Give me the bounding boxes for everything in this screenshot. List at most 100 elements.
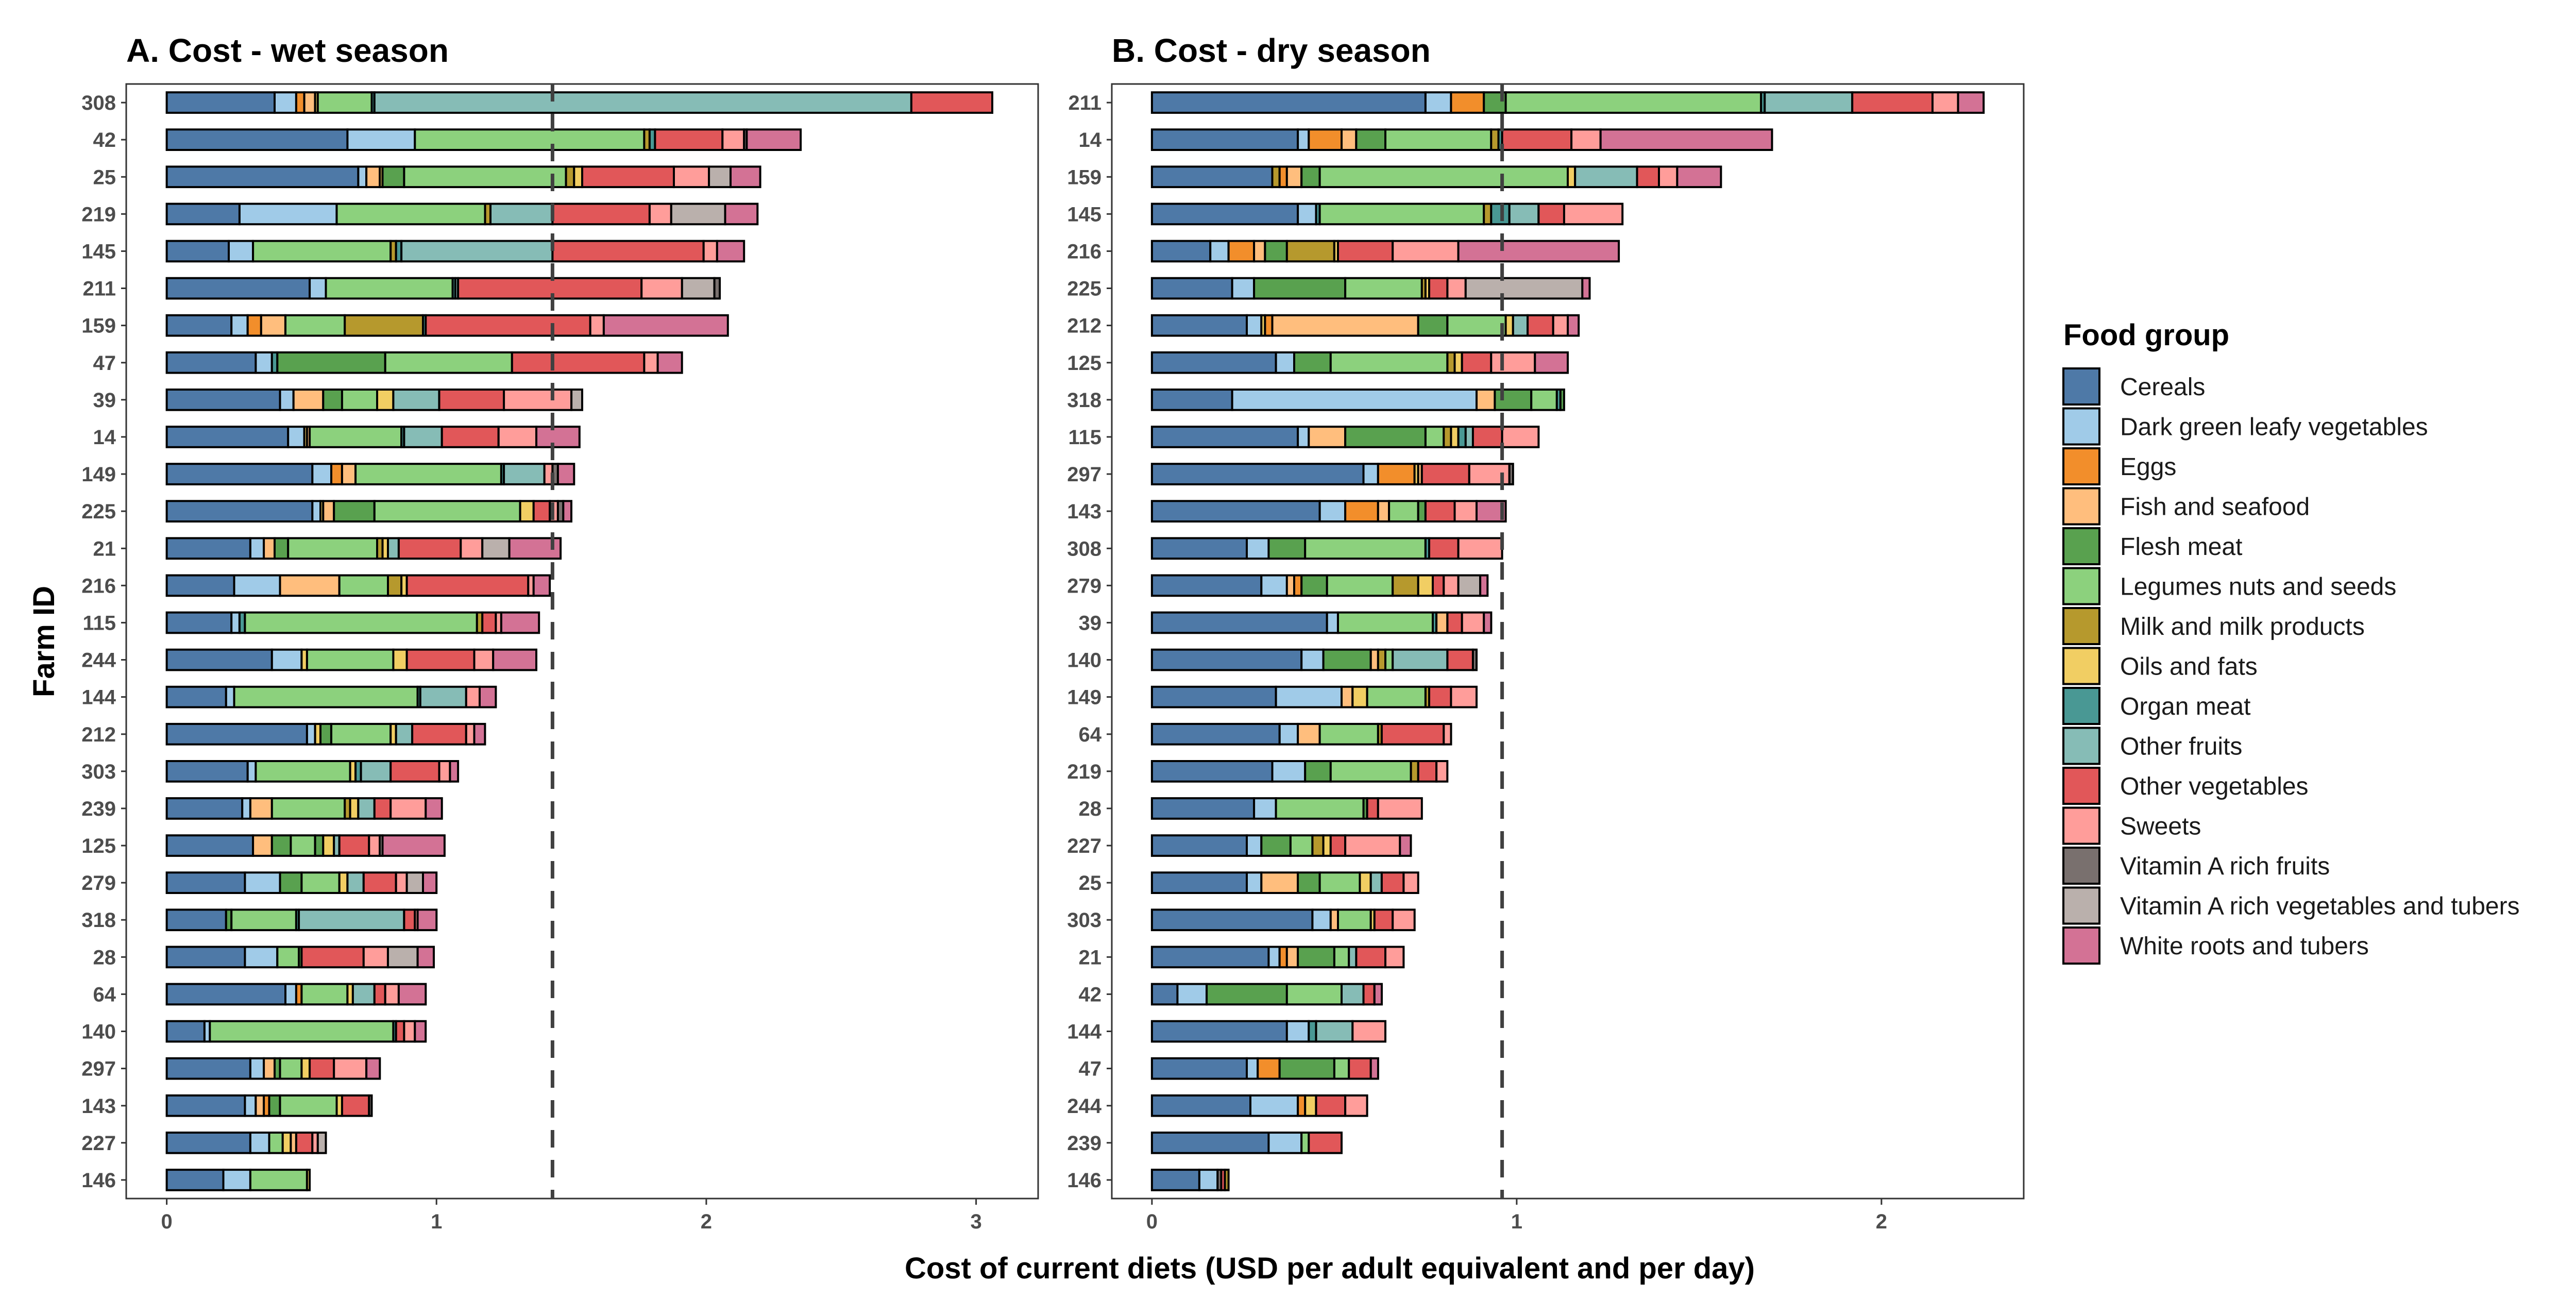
bar-segment-dark-green-leafy-vegetables xyxy=(244,871,281,895)
bar-farm-125 xyxy=(165,834,446,857)
bar-segment-cereals xyxy=(1150,463,1365,485)
bar-segment-dark-green-leafy-vegetables xyxy=(1198,1169,1219,1191)
y-tick-label: 159 xyxy=(1067,166,1101,189)
bar-segment-cereals xyxy=(165,240,230,263)
bar-segment-cereals xyxy=(165,91,276,114)
bar-segment-other-vegetables xyxy=(1380,871,1405,895)
bar-segment-oils-and-fats xyxy=(349,797,360,820)
bar-segment-dark-green-leafy-vegetables xyxy=(1275,685,1343,709)
bar-segment-other-vegetables xyxy=(1380,722,1445,746)
bar-segment-sweets xyxy=(1658,165,1679,189)
bar-segment-dark-green-leafy-vegetables xyxy=(1285,1020,1310,1043)
bar-segment-flesh-meat xyxy=(1297,946,1335,969)
bar-segment-sweets xyxy=(465,722,476,746)
bar-segment-legumes-nuts-and-seeds xyxy=(230,908,297,932)
y-tick-label: 145 xyxy=(81,240,116,263)
bar-segment-cereals xyxy=(165,760,249,783)
bar-segment-other-vegetables xyxy=(457,277,643,300)
y-tick-label: 149 xyxy=(1067,686,1101,709)
bar-segment-milk-and-milk-products xyxy=(1311,834,1325,857)
bar-segment-sweets xyxy=(1392,908,1416,932)
bar-segment-vitamin-a-rich-vegetables-and-tubers xyxy=(316,1132,327,1154)
bar-segment-other-fruits xyxy=(1464,426,1475,448)
bar-segment-milk-and-milk-products xyxy=(1443,426,1452,448)
bar-segment-other-vegetables xyxy=(1446,648,1474,671)
bar-segment-other-vegetables xyxy=(403,908,416,932)
bar-segment-flesh-meat xyxy=(1293,351,1332,374)
bar-segment-sweets xyxy=(473,648,495,671)
bar-segment-sweets xyxy=(1563,203,1624,226)
y-axis-title: Farm ID xyxy=(27,586,61,697)
bar-segment-dark-green-leafy-vegetables xyxy=(1231,277,1256,300)
bar-segment-dark-green-leafy-vegetables xyxy=(238,203,338,226)
bar-segment-legumes-nuts-and-seeds xyxy=(354,463,502,485)
bar-segment-other-vegetables xyxy=(438,389,505,411)
bar-segment-other-vegetables xyxy=(1366,797,1379,820)
y-tick-label: 297 xyxy=(81,1058,116,1081)
y-tick-label: 227 xyxy=(1067,835,1101,857)
bar-segment-sweets xyxy=(1384,946,1405,969)
bar-segment-dark-green-leafy-vegetables xyxy=(311,463,332,485)
bar-farm-149 xyxy=(1150,685,1478,709)
bar-segment-oils-and-fats xyxy=(519,500,535,522)
bar-segment-white-roots-and-tubers xyxy=(724,203,759,226)
y-tick-label: 303 xyxy=(81,761,116,783)
bar-farm-318 xyxy=(165,908,438,932)
legend-label: Dark green leafy vegetables xyxy=(2120,414,2428,441)
bar-segment-white-roots-and-tubers xyxy=(422,871,438,895)
bar-farm-212 xyxy=(1150,314,1580,337)
bar-farm-244 xyxy=(165,648,538,671)
bar-segment-cereals xyxy=(165,908,227,932)
bar-farm-125 xyxy=(1150,351,1569,374)
bar-segment-milk-and-milk-products xyxy=(1285,240,1335,263)
bar-segment-other-vegetables xyxy=(405,574,530,597)
legend-swatch xyxy=(2062,926,2100,965)
y-tick-label: 21 xyxy=(1079,946,1102,969)
bar-segment-other-vegetables xyxy=(1537,203,1565,226)
bar-segment-cereals xyxy=(165,722,308,746)
legend-label: Vitamin A rich fruits xyxy=(2120,853,2330,880)
bar-farm-318 xyxy=(1150,389,1565,411)
bar-segment-white-roots-and-tubers xyxy=(425,797,443,820)
bar-segment-legumes-nuts-and-seeds xyxy=(325,277,454,300)
bar-segment-sweets xyxy=(1443,722,1452,746)
bar-segment-sweets xyxy=(1435,760,1449,783)
y-tick-label: 227 xyxy=(81,1132,116,1155)
bar-segment-fish-and-seafood xyxy=(322,500,335,522)
bar-segment-other-fruits xyxy=(1512,314,1529,337)
bar-segment-dark-green-leafy-vegetables xyxy=(1246,314,1263,337)
legend-label: Other vegetables xyxy=(2120,773,2309,800)
bar-segment-cereals xyxy=(165,1169,225,1191)
bar-segment-dark-green-leafy-vegetables xyxy=(279,389,295,411)
legend-item-sweets: Sweets xyxy=(2062,806,2201,845)
bar-segment-other-fruits xyxy=(419,685,467,709)
bar-segment-fish-and-seafood xyxy=(303,91,316,114)
legend-item-other-vegetables: Other vegetables xyxy=(2062,767,2309,805)
bar-farm-21 xyxy=(165,537,562,560)
bar-segment-oils-and-fats xyxy=(392,648,408,671)
bar-segment-legumes-nuts-and-seeds xyxy=(1424,426,1445,448)
y-tick-label: 25 xyxy=(1079,872,1102,895)
panel-a-title: A. Cost - wet season xyxy=(126,32,449,69)
legend-label: Vitamin A rich vegetables and tubers xyxy=(2120,893,2520,920)
y-tick-label: 115 xyxy=(82,612,116,634)
bar-farm-115 xyxy=(165,611,540,634)
bar-farm-225 xyxy=(165,500,573,522)
bar-farm-28 xyxy=(165,946,435,969)
bar-segment-legumes-nuts-and-seeds xyxy=(309,426,403,448)
bar-segment-legumes-nuts-and-seeds xyxy=(1530,389,1558,411)
bar-segment-milk-and-milk-products xyxy=(387,574,403,597)
bar-segment-other-vegetables xyxy=(1501,128,1573,151)
bar-segment-legumes-nuts-and-seeds xyxy=(1384,648,1394,671)
bar-segment-legumes-nuts-and-seeds xyxy=(1326,574,1394,597)
bar-segment-sweets xyxy=(1552,314,1569,337)
legend-label: Legumes nuts and seeds xyxy=(2120,574,2396,601)
panel-b-x-axis: 0 1 2 xyxy=(1146,1199,1887,1233)
bar-farm-64 xyxy=(1150,722,1452,746)
bar-farm-42 xyxy=(165,128,802,151)
bar-segment-legumes-nuts-and-seeds xyxy=(1300,1132,1310,1154)
bar-farm-14 xyxy=(1150,128,1773,151)
y-tick-label: 25 xyxy=(93,166,116,189)
bar-segment-sweets xyxy=(1931,91,1959,114)
bar-segment-vitamin-a-rich-vegetables-and-tubers xyxy=(1457,574,1482,597)
